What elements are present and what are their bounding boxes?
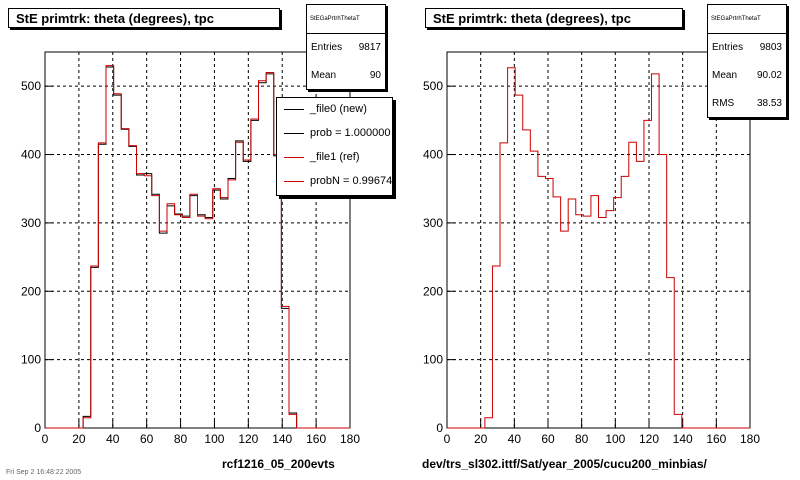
left-ytick-label: 300 <box>21 216 41 230</box>
right-mean-value: 90.02 <box>756 70 782 81</box>
right-ytick-label: 100 <box>423 353 443 367</box>
left-stats-box: StEGaPrtrhThetaT Entries 9817 Mean 90 <box>306 4 386 90</box>
left-xtick-label: 40 <box>106 432 120 446</box>
left-entries-label: Entries <box>311 42 343 53</box>
legend-entry-probn: probN = 0.99674 <box>277 170 392 194</box>
right-stats-mean: Mean 90.02 <box>708 62 786 90</box>
right-stats-entries: Entries 9803 <box>708 34 786 62</box>
right-entries-value: 9803 <box>759 42 782 53</box>
right-ytick-label: 0 <box>436 421 443 435</box>
right-ytick-label: 500 <box>423 79 443 93</box>
right-mean-label: Mean <box>712 70 738 81</box>
legend-entry-file0: _file0 (new) <box>277 98 392 122</box>
right-stats-rms: RMS 38.53 <box>708 90 786 118</box>
right-ytick-label: 200 <box>423 284 443 298</box>
legend-label-file0: _file0 (new) <box>310 103 367 115</box>
left-stats-entries: Entries 9817 <box>307 34 385 62</box>
left-xtick-label: 140 <box>272 432 292 446</box>
left-xtick-label: 20 <box>72 432 86 446</box>
right-series-0-histogram <box>447 67 750 429</box>
legend-label-file1: _file1 (ref) <box>310 151 360 163</box>
timestamp-text: Fri Sep 2 16:48:22 2005 <box>6 469 82 476</box>
left-ytick-label: 400 <box>21 148 41 162</box>
legend-entry-prob: prob = 1.000000 <box>277 122 392 146</box>
left-plot-title: StE primtrk: theta (degrees), tpc <box>8 8 280 28</box>
right-stats-box: StEGaPrtrhThetaT Entries 9803 Mean 90.02… <box>707 4 787 118</box>
left-xtick-label: 0 <box>42 432 49 446</box>
left-series-1-histogram <box>45 65 350 429</box>
right-histogram-canvas: 0 20 40 60 80 100 120 140 160 180 0 100 200 300 400 500 <box>423 51 760 446</box>
right-xtick-label: 100 <box>605 432 625 446</box>
right-xtick-label: 60 <box>541 432 555 446</box>
left-ytick-label: 100 <box>21 353 41 367</box>
right-xtick-label: 20 <box>474 432 488 446</box>
right-footer-label: dev/trs_sl302.ittf/Sat/year_2005/cucu200… <box>422 457 707 471</box>
left-xtick-label: 60 <box>140 432 154 446</box>
right-plot-pane: 0 20 40 60 80 100 120 140 160 180 0 100 200 300 400 500… <box>400 0 800 480</box>
right-ytick-label: 300 <box>423 216 443 230</box>
right-rms-label: RMS <box>712 98 735 109</box>
right-xtick-label: 120 <box>639 432 659 446</box>
right-xtick-label: 80 <box>575 432 589 446</box>
left-mean-label: Mean <box>311 70 337 81</box>
legend-swatch-probn <box>284 181 304 182</box>
left-xtick-label: 80 <box>174 432 188 446</box>
left-stats-title: StEGaPrtrhThetaT <box>307 5 385 34</box>
left-ytick-label: 200 <box>21 284 41 298</box>
left-footer-label: rcf1216_05_200evts <box>222 457 335 471</box>
right-stats-title: StEGaPrtrhThetaT <box>708 5 786 34</box>
legend-label-probn: probN = 0.99674 <box>310 175 393 187</box>
right-xtick-label: 160 <box>706 432 726 446</box>
right-plot-title: StE primtrk: theta (degrees), tpc <box>425 8 683 28</box>
left-legend: _file0 (new) prob = 1.000000 _file1 (ref… <box>276 97 393 196</box>
left-xtick-label: 180 <box>340 432 360 446</box>
right-ytick-label: 400 <box>423 148 443 162</box>
left-ytick-label: 500 <box>21 79 41 93</box>
left-xtick-label: 160 <box>306 432 326 446</box>
legend-swatch-file1 <box>284 157 304 158</box>
legend-swatch-prob <box>284 133 304 134</box>
legend-swatch-file0 <box>284 109 304 110</box>
left-stats-mean: Mean 90 <box>307 62 385 90</box>
legend-label-prob: prob = 1.000000 <box>310 127 391 139</box>
right-plot-frame <box>446 51 751 429</box>
left-mean-value: 90 <box>369 70 381 81</box>
right-xtick-label: 40 <box>508 432 522 446</box>
left-entries-value: 9817 <box>358 42 381 53</box>
left-xtick-label: 100 <box>204 432 224 446</box>
right-rms-value: 38.53 <box>756 98 782 109</box>
right-xtick-label: 180 <box>740 432 760 446</box>
legend-entry-file1: _file1 (ref) <box>277 146 392 170</box>
right-xtick-label: 0 <box>444 432 451 446</box>
left-ytick-label: 0 <box>34 421 41 435</box>
left-plot-pane: 0 20 40 60 80 100 120 140 160 180 0 100 200 300 400 500… <box>8 4 393 471</box>
right-xtick-label: 140 <box>673 432 693 446</box>
left-xtick-label: 120 <box>238 432 258 446</box>
right-entries-label: Entries <box>712 42 744 53</box>
